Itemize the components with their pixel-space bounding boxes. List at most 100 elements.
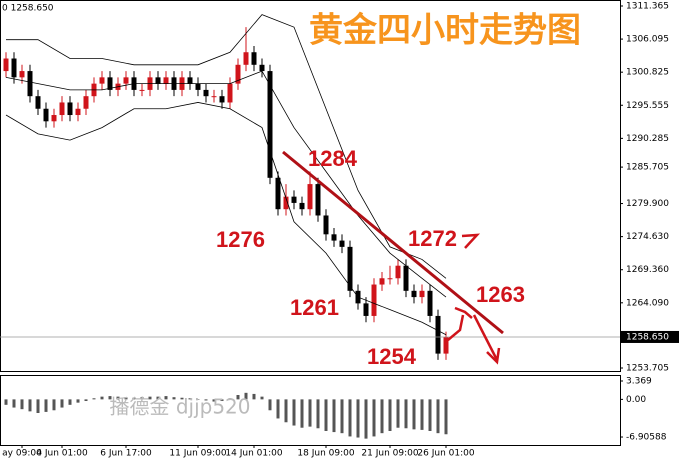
macd-bar — [388, 399, 392, 431]
arrow — [447, 314, 465, 341]
macd-bar — [124, 397, 128, 400]
candle-body — [99, 77, 105, 84]
y-tick-label: 1300.825 — [626, 68, 669, 78]
candle-body — [267, 71, 273, 178]
macd-bar — [404, 399, 408, 429]
macd-bar — [228, 398, 232, 400]
macd-bar — [212, 399, 216, 402]
macd-bar — [380, 399, 384, 434]
macd-panel — [0, 375, 621, 446]
macd-bar — [316, 399, 320, 429]
candle-body — [123, 77, 129, 84]
candle-body — [11, 58, 17, 78]
x-tick-label: 11 Jun 09:00 — [169, 449, 226, 459]
macd-bar — [116, 396, 120, 400]
macd-bar — [36, 399, 40, 413]
macd-bar — [332, 399, 336, 433]
macd-bar — [284, 399, 288, 423]
macd-bar — [12, 399, 16, 408]
macd-bar — [292, 399, 296, 426]
macd-bar — [412, 399, 416, 430]
macd-bar — [340, 399, 344, 434]
trend-line — [282, 150, 504, 335]
candle-body — [195, 83, 201, 90]
candle-body — [339, 240, 345, 247]
candle-body — [347, 246, 353, 291]
macd-bar — [148, 396, 152, 400]
candle-body — [163, 77, 169, 84]
candle-body — [387, 278, 393, 280]
macd-bar — [436, 399, 440, 434]
main-panel — [0, 0, 621, 372]
macd-bar — [172, 397, 176, 400]
macd-bar — [140, 397, 144, 400]
macd-bar — [164, 396, 168, 400]
y-tick-label: 3.369 — [626, 377, 652, 387]
macd-bar — [260, 396, 264, 400]
macd-bar — [108, 396, 112, 400]
annotation: 1263 — [476, 282, 525, 307]
y-tick-label: 1285.705 — [626, 163, 669, 173]
candle-body — [283, 196, 289, 210]
macd-bar — [364, 399, 368, 439]
macd-bar — [28, 399, 32, 412]
candle-body — [43, 108, 49, 122]
macd-bar — [92, 398, 96, 400]
candle-body — [275, 177, 281, 210]
macd-bar — [236, 395, 240, 400]
macd-bar — [220, 399, 224, 402]
macd-bar — [300, 399, 304, 428]
chart-title: 黄金四小时走势图 — [309, 11, 581, 51]
arrow — [461, 233, 481, 249]
annotation: 1276 — [216, 227, 265, 252]
macd-bar — [132, 397, 136, 400]
candle-body — [3, 58, 9, 72]
annotation: 1284 — [308, 146, 358, 171]
macd-bar — [204, 399, 208, 401]
macd-bar — [356, 399, 360, 438]
macd-bar — [308, 399, 312, 427]
candle-body — [203, 89, 209, 97]
macd-bar — [100, 396, 104, 400]
candle-body — [371, 284, 377, 316]
candle-body — [443, 336, 449, 354]
candle-body — [75, 108, 81, 116]
candle-body — [419, 290, 425, 298]
candle-body — [211, 96, 217, 98]
macd-bar — [188, 398, 192, 400]
candle-body — [291, 196, 297, 203]
x-tick-label: 14 Jun 01:00 — [225, 449, 282, 459]
macd-bar — [44, 399, 48, 412]
y-tick-label: 1279.900 — [626, 199, 669, 209]
candle-body — [323, 215, 329, 235]
x-tick-label: 21 Jun 09:00 — [361, 449, 418, 459]
candle-body — [315, 184, 321, 216]
arrow — [472, 314, 499, 361]
macd-bar — [252, 393, 256, 400]
candle-body — [403, 265, 409, 291]
candle-body — [251, 52, 257, 65]
y-tick-label: 1290.285 — [626, 134, 669, 144]
candle-body — [243, 52, 249, 65]
candle-body — [331, 234, 337, 241]
candle-body — [299, 202, 305, 210]
watermark: 播德金 djjp520 — [109, 395, 250, 419]
y-tick-label: 1253.705 — [626, 364, 669, 374]
y-tick-label: 1306.095 — [626, 35, 669, 45]
macd-bar — [444, 399, 448, 435]
macd-bar — [428, 399, 432, 431]
bollinger-band — [5, 102, 447, 336]
macd-bar — [420, 399, 424, 430]
macd-bar — [4, 399, 8, 405]
candle-body — [27, 71, 33, 97]
annotation: 1254 — [367, 344, 417, 369]
y-tick-label: 1311.365 — [626, 1, 669, 11]
y-tick-label: 1264.090 — [626, 298, 669, 308]
candle-body — [107, 77, 113, 90]
macd-bar — [372, 399, 376, 437]
x-tick-label: 18 Jun 09:00 — [297, 449, 354, 459]
candle-body — [139, 89, 145, 91]
macd-bar — [76, 399, 80, 403]
